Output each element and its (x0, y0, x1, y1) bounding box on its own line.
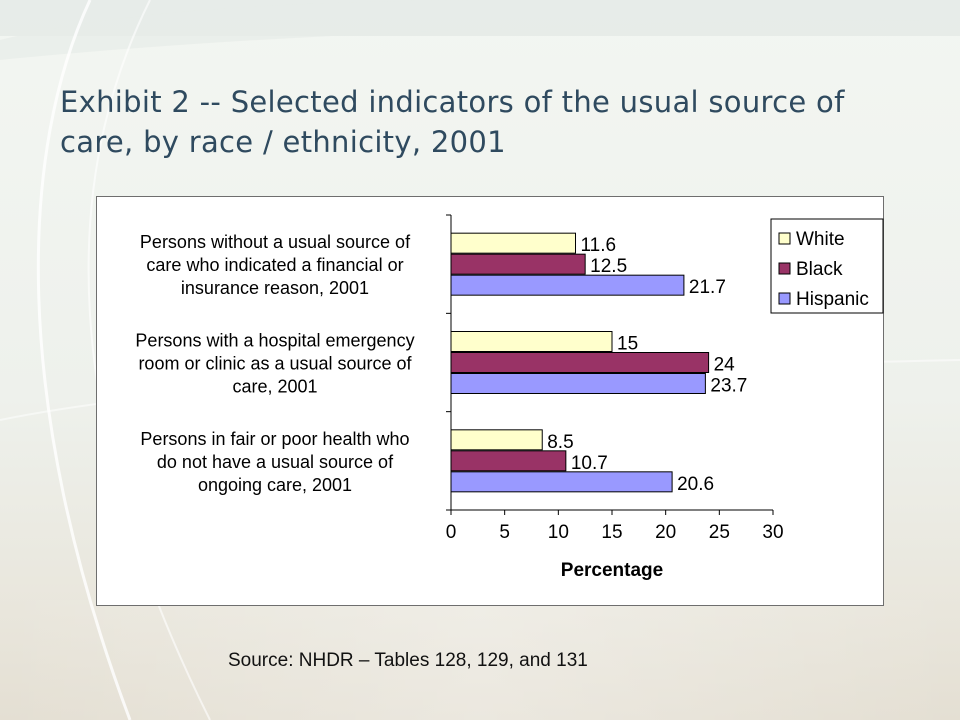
category-label: Persons in fair or poor health who (140, 429, 409, 449)
bar-hispanic (450, 274, 685, 296)
data-label: 11.6 (581, 235, 617, 256)
category-label: care who indicated a financial or (146, 255, 403, 275)
x-tick-label: 15 (601, 522, 622, 543)
category-label: do not have a usual source of (157, 452, 394, 472)
source-note: Source: NHDR – Tables 128, 129, and 131 (228, 650, 588, 671)
data-label: 10.7 (571, 453, 608, 474)
data-label: 24 (714, 355, 736, 376)
bar-hispanic (450, 471, 673, 493)
x-tick-label: 10 (548, 522, 569, 543)
category-label: insurance reason, 2001 (181, 278, 369, 298)
bar-black (450, 352, 710, 373)
bar-white (450, 232, 577, 254)
category-label: room or clinic as a usual source of (138, 354, 412, 374)
data-label: 12.5 (590, 256, 627, 277)
data-label: 8.5 (547, 432, 573, 453)
bar-chart: 0 5 10 15 20 25 30 Percentage 11.612.5 21.7 Person… (135, 214, 884, 581)
data-label: 21.7 (689, 277, 726, 298)
legend-swatch-white (778, 232, 791, 245)
legend-swatch-hispanic (778, 292, 791, 305)
data-label: 15 (617, 334, 638, 355)
x-axis-title: Percentage (561, 560, 663, 581)
data-label: 20.6 (677, 474, 714, 495)
chart-frame: 0 5 10 15 20 25 30 Percentage 11.6 12.5 21.7 Person… (96, 196, 884, 606)
category-label: Persons without a usual source of (140, 232, 411, 252)
x-tick-label: 0 (446, 522, 457, 543)
category-label: Persons with a hospital emergency (135, 331, 414, 351)
bar-white (450, 331, 613, 352)
bar-white (450, 429, 543, 451)
slide-title: Exhibit 2 -- Selected indicators of the … (60, 85, 845, 159)
legend-swatch-black (778, 262, 791, 275)
data-label: 23.7 (710, 376, 747, 397)
legend-label-white: White (796, 229, 845, 250)
bar-black (450, 450, 567, 472)
x-tick-label: 30 (762, 522, 783, 543)
bar-hispanic (450, 373, 706, 394)
legend-label-black: Black (796, 259, 843, 280)
category-label: ongoing care, 2001 (198, 475, 352, 495)
bar-black (450, 253, 586, 275)
x-tick-label: 5 (499, 522, 510, 543)
x-tick-label: 25 (709, 522, 730, 543)
legend-label-hispanic: Hispanic (796, 289, 869, 310)
category-label: care, 2001 (232, 377, 317, 397)
x-tick-label: 20 (655, 522, 676, 543)
